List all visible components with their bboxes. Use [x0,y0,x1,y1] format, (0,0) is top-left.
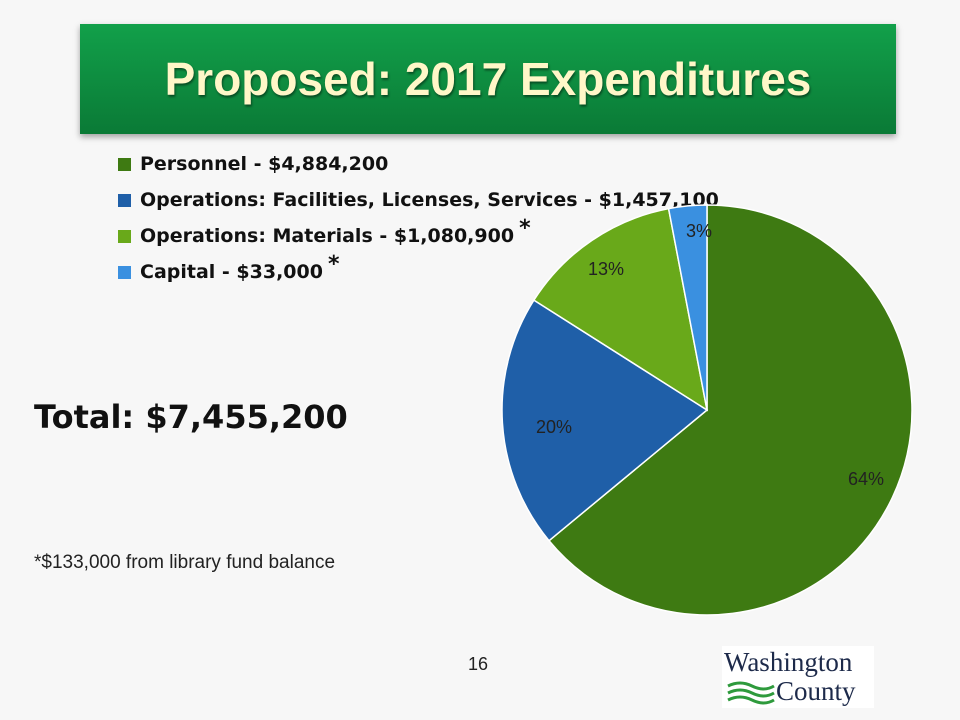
legend-label: Operations: Materials - $1,080,900 [140,225,515,247]
wave-lines-icon [727,681,775,705]
slice-operations-facilities [501,299,709,542]
slice-operations-materials-percent-label: 13% [588,259,624,279]
page-number: 16 [468,654,489,674]
legend-swatch [118,229,131,243]
washington-county-logo: Washington County [722,646,874,708]
legend-swatch [118,265,131,279]
legend-asterisk: * [327,251,340,277]
slice-capital [667,204,708,411]
slice-operations-materials [532,207,709,412]
slice-personnel-percent-label: 64% [848,469,884,489]
pie-chart: 64% 20% 13% 3% [501,204,913,616]
logo-text-line1: Washington [724,647,853,677]
legend-swatch [118,193,131,207]
legend-label: Operations: Facilities, Licenses, Servic… [140,189,719,211]
legend-asterisk: * [519,215,531,241]
slice-capital-percent-label: 3% [686,221,712,241]
legend-swatch [118,157,131,171]
slice-personnel [547,204,913,616]
legend-item-capital: Capital - $33,000 * [118,251,719,290]
slice-operations-facilities-percent-label: 20% [536,417,572,437]
slide-title: Proposed: 2017 Expenditures [164,53,812,105]
logo-text-line2: County [776,676,856,706]
total-amount: Total: $7,455,200 [34,398,348,436]
chart-legend: Personnel - $4,884,200 Operations: Facil… [118,146,719,290]
legend-item-personnel: Personnel - $4,884,200 [118,146,719,182]
footnote: *$133,000 from library fund balance [34,552,336,573]
legend-item-operations-materials: Operations: Materials - $1,080,900 * [118,215,719,254]
legend-label: Capital - $33,000 [140,261,323,283]
legend-item-operations-facilities: Operations: Facilities, Licenses, Servic… [118,182,719,218]
title-banner: Proposed: 2017 Expenditures [80,24,896,134]
legend-label: Personnel - $4,884,200 [140,153,389,175]
